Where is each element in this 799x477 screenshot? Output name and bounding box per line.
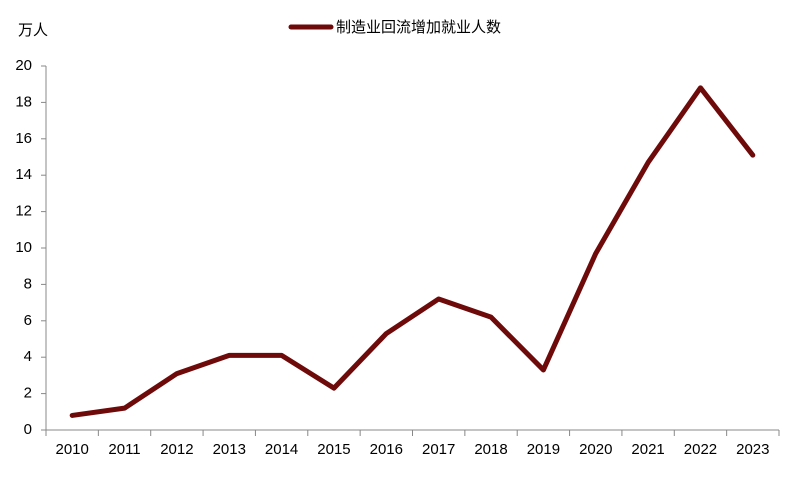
y-tick-label: 4 — [24, 348, 32, 365]
y-tick-label: 8 — [24, 275, 32, 292]
y-tick-label: 12 — [15, 203, 32, 220]
x-tick-label: 2016 — [370, 441, 403, 458]
y-axis-unit: 万人 — [18, 22, 48, 39]
y-tick-label: 16 — [15, 130, 32, 147]
y-tick-label: 2 — [24, 385, 32, 402]
x-tick-label: 2023 — [736, 441, 769, 458]
x-tick-label: 2022 — [684, 441, 717, 458]
x-tick-label: 2014 — [265, 441, 298, 458]
x-tick-label: 2011 — [108, 441, 140, 458]
x-tick-label: 2010 — [55, 441, 88, 458]
x-tick-label: 2018 — [474, 441, 507, 458]
x-tick-label: 2020 — [579, 441, 612, 458]
y-tick-label: 6 — [24, 312, 32, 329]
y-tick-label: 0 — [24, 421, 32, 438]
y-tick-label: 18 — [15, 93, 32, 110]
y-tick-label: 10 — [15, 239, 32, 256]
x-tick-label: 2019 — [527, 441, 560, 458]
y-tick-label: 14 — [15, 166, 32, 183]
x-tick-label: 2012 — [160, 441, 193, 458]
x-tick-label: 2013 — [213, 441, 246, 458]
x-tick-label: 2021 — [631, 441, 664, 458]
y-tick-label: 20 — [15, 57, 32, 74]
line-series — [69, 85, 756, 418]
x-tick-label: 2015 — [317, 441, 350, 458]
x-tick-label: 2017 — [422, 441, 455, 458]
legend-label: 制造业回流增加就业人数 — [336, 19, 501, 36]
